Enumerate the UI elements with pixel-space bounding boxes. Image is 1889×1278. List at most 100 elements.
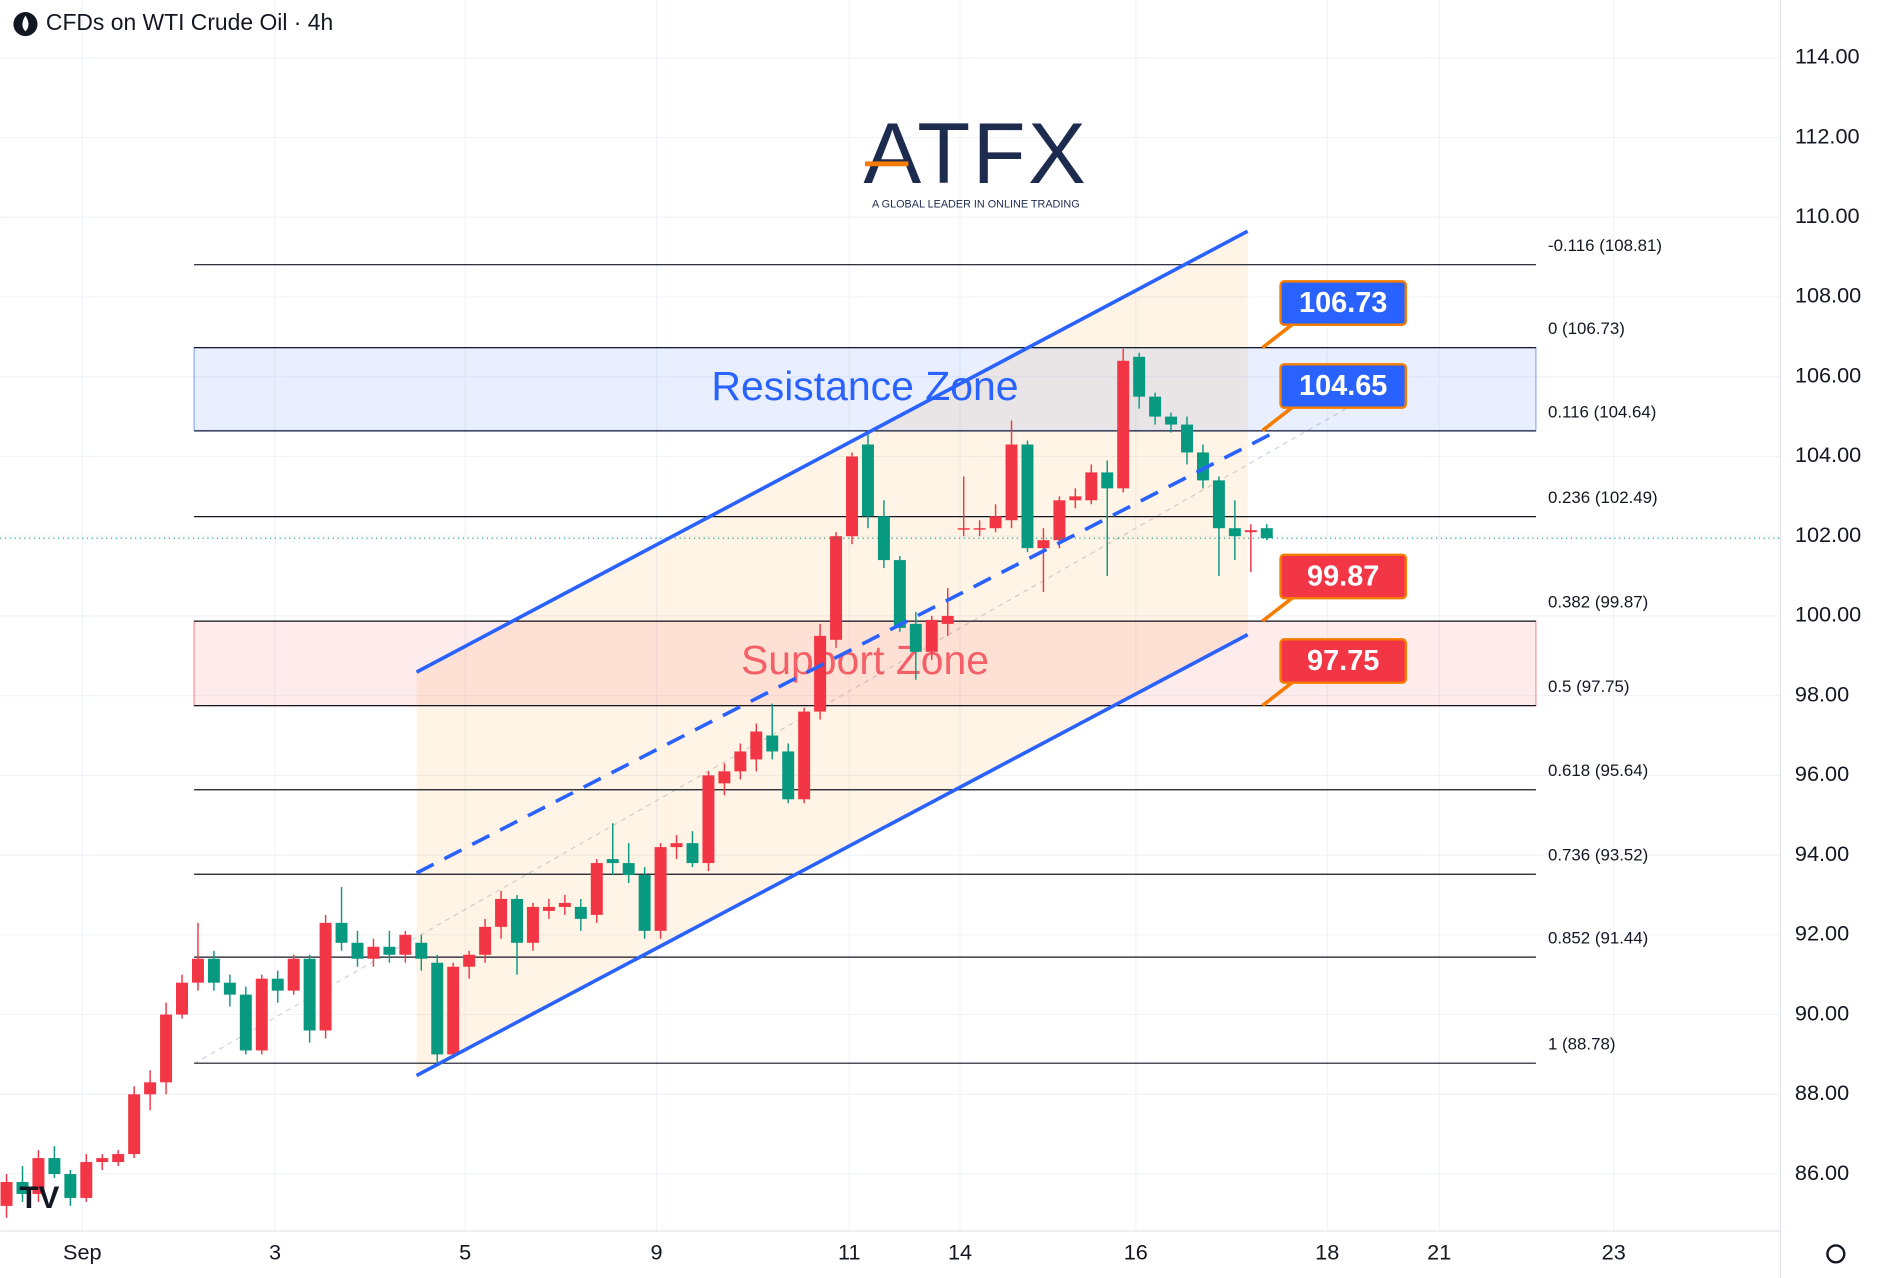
callout-pointer [1261, 320, 1297, 350]
candle-body [223, 982, 236, 995]
callout-label: 97.75 [1307, 645, 1379, 677]
y-tick-label: 106.00 [1795, 362, 1861, 387]
x-tick-label: 23 [1602, 1240, 1626, 1265]
candle-body [1005, 444, 1018, 521]
y-tick-label: 108.00 [1795, 283, 1861, 308]
x-tick-label: 3 [269, 1240, 281, 1265]
candle-body [830, 536, 843, 640]
candle-body [989, 516, 1002, 529]
x-tick-label: 21 [1427, 1240, 1451, 1265]
candle-body [112, 1154, 125, 1163]
candle-body [606, 859, 619, 864]
fib-label: 0.736 (93.52) [1548, 846, 1648, 865]
channel-mid [415, 429, 1278, 875]
callout-box [1279, 363, 1408, 409]
candle-body [542, 906, 555, 911]
candle-body [1228, 528, 1241, 537]
candle-body [957, 528, 970, 530]
candle-body [319, 922, 332, 1031]
y-tick-label: 104.00 [1795, 442, 1861, 467]
logo-text: ATFX [863, 105, 1088, 202]
candle-body [80, 1162, 93, 1198]
candle-body [750, 731, 763, 760]
candle-body [431, 962, 444, 1055]
callout-pointer [1261, 594, 1297, 623]
candle-body [766, 735, 779, 752]
fib-label: 0.618 (95.64) [1548, 761, 1648, 780]
fib-label: 0.382 (99.87) [1548, 592, 1648, 611]
candle-body [176, 982, 188, 1015]
candle-body [239, 994, 252, 1051]
fib-label: -0.116 (108.81) [1548, 236, 1662, 255]
candle-body [1069, 496, 1082, 501]
candle-body [925, 619, 938, 652]
candle-body [718, 771, 731, 784]
candle-body [558, 902, 571, 907]
candle-body [383, 946, 396, 955]
channel-upper [415, 229, 1249, 674]
candle-body [1244, 530, 1257, 533]
candle-body [287, 958, 300, 991]
fib-label: 0.852 (91.44) [1548, 929, 1648, 948]
callout-label: 106.73 [1299, 287, 1387, 319]
fib-label: 0 (106.73) [1548, 319, 1625, 338]
candle-body [973, 528, 986, 530]
callout-box [1279, 280, 1408, 326]
candle-body [303, 958, 316, 1031]
y-tick-label: 100.00 [1795, 602, 1861, 627]
callout-pointer [1261, 678, 1297, 708]
candle-body [1196, 452, 1209, 481]
candle-body [144, 1082, 157, 1095]
candle-body [16, 1181, 29, 1194]
candle-body [160, 1014, 173, 1083]
settings-icon[interactable] [1826, 1244, 1846, 1264]
logo-accent [865, 161, 909, 167]
candle-body [814, 635, 827, 712]
candle-body [64, 1174, 77, 1198]
candle-body [526, 906, 539, 943]
candle-body [367, 946, 380, 959]
logo: ATFX A GLOBAL LEADER IN ONLINE TRADING [863, 105, 1088, 211]
candle-body [941, 615, 954, 624]
x-tick-label: 11 [838, 1240, 861, 1265]
candle-body [734, 751, 747, 772]
candle-body [846, 456, 858, 537]
y-tick-label: 114.00 [1795, 44, 1860, 69]
x-tick-label: 18 [1315, 1240, 1339, 1265]
candle-body [447, 966, 460, 1055]
y-tick-label: 88.00 [1795, 1080, 1849, 1105]
fib-label: 0.236 (102.49) [1548, 488, 1658, 507]
candle-body [1037, 540, 1050, 549]
candle-body [622, 863, 635, 876]
y-tick-label: 110.00 [1795, 203, 1860, 228]
candle-body [415, 942, 428, 959]
candle-body [702, 775, 715, 864]
candle-body [511, 898, 523, 943]
candle-body [1021, 444, 1034, 549]
tv-logo: TV [19, 1180, 59, 1215]
candle-body [479, 926, 492, 955]
candle-body [1101, 472, 1114, 489]
x-tick-label: 14 [948, 1240, 972, 1265]
candle-body [654, 847, 667, 931]
grid [0, 0, 1781, 1232]
candle-body [877, 516, 890, 561]
candle-body [335, 922, 348, 943]
candle-body [271, 978, 284, 991]
candle-body [207, 958, 220, 983]
y-tick-label: 98.00 [1795, 681, 1849, 706]
candle-body [191, 958, 204, 983]
candle-body [495, 898, 508, 927]
callout-pointer [1261, 403, 1297, 432]
candle-body [255, 978, 268, 1051]
callout-box [1279, 638, 1408, 684]
candle-body [1133, 356, 1146, 397]
candle-body [128, 1094, 141, 1155]
y-tick-label: 86.00 [1795, 1160, 1849, 1185]
candle-body [463, 954, 476, 967]
y-tick-label: 102.00 [1795, 522, 1861, 547]
candle-body [638, 875, 651, 931]
